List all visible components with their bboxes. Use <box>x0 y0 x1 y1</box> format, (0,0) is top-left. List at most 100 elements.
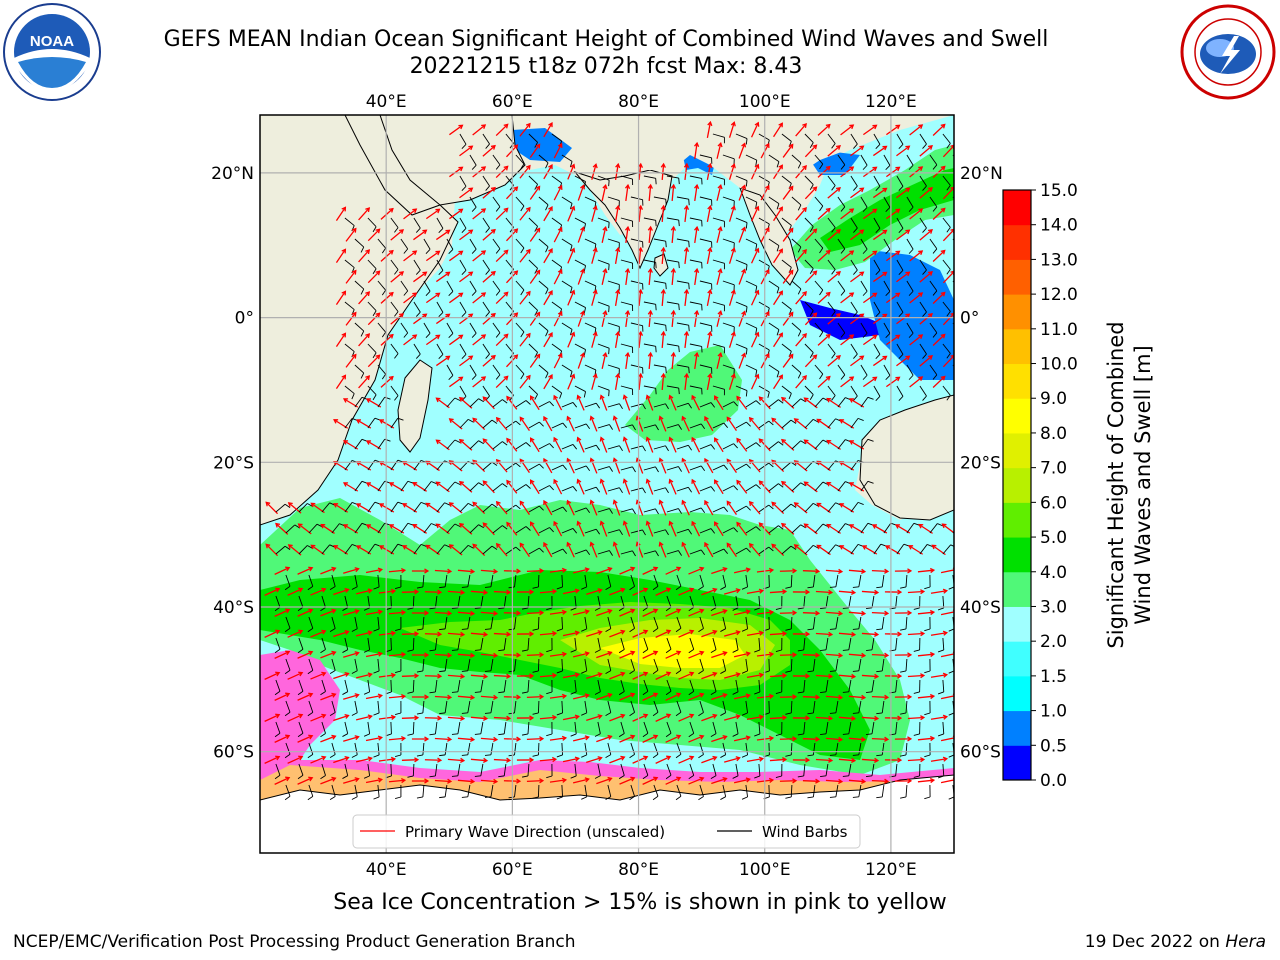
wind-barb <box>538 196 549 206</box>
wave-arrow-head <box>835 271 841 276</box>
wind-barb-flag <box>852 754 859 756</box>
wave-arrow-head <box>838 736 844 743</box>
wave-arrow <box>614 248 619 264</box>
wave-arrow <box>862 250 877 262</box>
wave-arrow <box>519 249 531 263</box>
wind-barb <box>850 217 858 229</box>
wind-barb-flag <box>629 712 635 717</box>
wind-barb <box>390 595 392 609</box>
wave-arrow <box>726 417 737 431</box>
wind-barb-flag <box>675 753 682 759</box>
wave-arrow-head <box>543 499 548 506</box>
wave-arrow-head <box>859 229 865 235</box>
wave-arrow-head <box>460 757 466 763</box>
wave-arrow-head <box>676 734 682 740</box>
wave-arrow-head <box>344 755 350 761</box>
wave-arrow <box>804 354 817 368</box>
wave-arrow-head <box>918 250 924 256</box>
wave-arrow <box>530 521 540 537</box>
wave-arrow-head <box>815 778 821 784</box>
wind-barb-flag <box>665 241 667 248</box>
wind-barb-flag <box>924 670 931 674</box>
wave-arrow-head <box>468 229 474 235</box>
wave-arrow <box>733 610 750 616</box>
wave-arrow-head <box>435 250 441 256</box>
wind-barb <box>848 679 852 692</box>
wave-arrow-head <box>365 291 371 297</box>
wave-arrow-head <box>615 246 621 253</box>
wave-arrow-head <box>375 228 381 234</box>
wave-arrow <box>335 374 346 390</box>
wave-arrow <box>310 630 326 638</box>
wave-arrow <box>526 611 543 615</box>
wind-barb <box>584 616 588 629</box>
wave-arrow <box>726 543 737 557</box>
wave-arrow-head <box>907 568 913 574</box>
wind-barb <box>515 280 525 291</box>
wind-barb <box>584 742 588 755</box>
wave-arrow-head <box>424 610 430 616</box>
wave-arrow-head <box>529 589 535 595</box>
wave-arrow-head <box>493 736 499 742</box>
wind-barb <box>285 658 291 671</box>
wind-barb-flag <box>444 544 451 548</box>
wind-barb-flag <box>741 628 748 632</box>
wave-arrow <box>802 738 819 740</box>
wind-barb-flag <box>420 501 427 505</box>
wind-barb-flag <box>609 550 613 556</box>
wave-arrow-head <box>543 541 548 548</box>
wind-barb <box>561 784 564 798</box>
wave-arrow <box>264 588 280 596</box>
wind-barb <box>321 502 330 513</box>
wave-arrow <box>567 374 575 390</box>
wind-barb-flag <box>539 505 544 511</box>
wind-barb <box>344 259 355 268</box>
wave-arrow-head <box>285 692 291 698</box>
wind-barb <box>354 238 365 248</box>
wind-barb <box>412 721 415 735</box>
wind-barb <box>942 259 951 270</box>
wave-arrow <box>566 500 575 516</box>
wave-arrow-head <box>529 395 535 401</box>
wave-arrow <box>287 630 303 638</box>
wave-arrow <box>472 250 486 262</box>
wind-barb <box>492 483 503 492</box>
wind-barb <box>561 402 574 408</box>
wave-arrow-head <box>367 588 373 594</box>
wave-arrow <box>728 332 735 348</box>
wind-barb <box>735 547 747 555</box>
wave-arrow-head <box>645 436 651 442</box>
wave-arrow-head <box>782 631 788 637</box>
wave-arrow <box>625 226 629 244</box>
wind-barb-flag <box>372 310 377 317</box>
wind-barb-flag <box>491 503 498 508</box>
wind-barb <box>919 217 927 229</box>
wave-arrow-head <box>707 288 713 295</box>
wave-arrow-head <box>788 227 794 233</box>
wind-barb-flag <box>461 354 467 359</box>
wave-arrow-head <box>717 183 723 190</box>
wind-barb <box>344 763 349 776</box>
wave-arrow-head <box>941 523 947 529</box>
wave-arrow-head <box>920 757 926 763</box>
wave-arrow <box>590 458 598 474</box>
wave-arrow <box>871 611 888 615</box>
wind-barb-flag <box>688 733 694 738</box>
wave-arrow <box>681 416 690 432</box>
wave-arrow-head <box>745 651 751 657</box>
wind-barb <box>837 481 846 492</box>
wind-barb-flag <box>688 199 690 206</box>
wave-arrow <box>287 588 303 596</box>
wave-arrow-head <box>758 396 764 402</box>
wave-arrow <box>601 185 607 201</box>
wave-arrow-head <box>525 290 531 296</box>
wave-arrow <box>872 187 887 199</box>
wave-arrow <box>562 589 579 595</box>
wave-arrow-head <box>812 354 818 360</box>
wind-barb <box>850 175 858 187</box>
wave-arrow <box>773 122 783 138</box>
wave-arrow <box>424 591 441 593</box>
wave-arrow-head <box>849 208 855 214</box>
wave-arrow <box>401 633 418 635</box>
wind-barb <box>630 658 636 671</box>
